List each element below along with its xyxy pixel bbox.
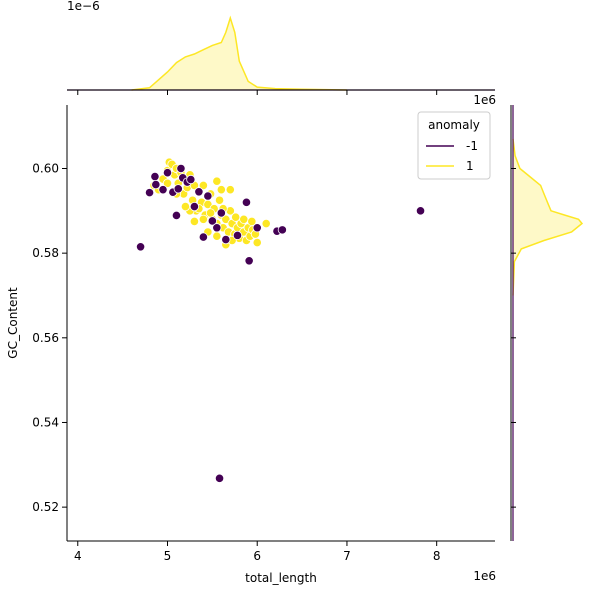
anomaly-point <box>176 163 186 174</box>
marginal-x-ticks <box>77 90 438 95</box>
scatter-points <box>135 157 426 483</box>
anomaly-point <box>198 232 208 242</box>
y-tick-label: 0.52 <box>32 500 59 514</box>
anomaly-point <box>415 206 426 216</box>
x-axis-label: total_length <box>245 571 317 585</box>
anomaly-point <box>207 216 217 226</box>
marginal-y-density-line <box>512 138 584 296</box>
anomaly-point <box>241 197 252 207</box>
normal-point <box>247 216 257 227</box>
y-tick-label: 0.56 <box>32 331 59 345</box>
normal-point <box>212 231 222 241</box>
normal-point <box>231 212 241 222</box>
anomaly-point <box>203 191 213 201</box>
anomaly-point <box>194 187 204 197</box>
anomaly-point <box>144 188 155 198</box>
marginal-x-scale-label: 1e−6 <box>67 0 100 13</box>
normal-point <box>162 178 173 188</box>
x-tick-label: 8 <box>433 549 441 563</box>
normal-point <box>252 237 262 248</box>
anomaly-point <box>171 210 182 221</box>
anomaly-point <box>173 184 183 194</box>
marginal-x-plot: 1e−6 <box>67 0 495 91</box>
x-tick-label: 4 <box>74 549 82 563</box>
anomaly-point <box>232 230 243 240</box>
legend-label-neg1: -1 <box>466 139 478 153</box>
y-axis-ticks: 0.52 0.54 0.56 0.58 0.60 <box>32 161 67 514</box>
anomaly-point <box>212 223 222 233</box>
normal-point <box>198 214 208 224</box>
marginal-y-ticks <box>511 167 516 508</box>
x-tick-label: 5 <box>164 549 172 563</box>
normal-point <box>216 185 226 195</box>
legend-label-pos1: 1 <box>466 159 474 173</box>
anomaly-point <box>135 242 146 252</box>
anomaly-point <box>221 235 231 245</box>
marginal-y-plot: 1e6 <box>473 93 584 541</box>
anomaly-point <box>189 201 200 212</box>
normal-point <box>180 201 191 212</box>
normal-point <box>214 195 225 205</box>
anomaly-point <box>252 223 262 233</box>
marginal-y-density-fill <box>513 138 582 296</box>
normal-point <box>189 216 200 227</box>
y-axis-label: GC_Content <box>6 287 20 359</box>
marginal-x-density-fill <box>131 18 347 90</box>
anomaly-point <box>244 256 254 266</box>
anomaly-point <box>186 174 196 185</box>
anomaly-point <box>150 171 160 182</box>
normal-point <box>221 214 231 224</box>
anomaly-point <box>151 179 161 190</box>
marginal-y-scale-label: 1e6 <box>473 93 496 107</box>
normal-point <box>225 185 235 195</box>
normal-point <box>205 208 216 218</box>
anomaly-point <box>162 168 173 178</box>
y-tick-label: 0.60 <box>32 161 59 175</box>
normal-point <box>198 180 208 191</box>
normal-point <box>261 218 271 229</box>
y-tick-label: 0.58 <box>32 246 59 260</box>
marginal-x-density-line <box>131 15 347 91</box>
anomaly-point <box>277 225 287 235</box>
x-tick-label: 6 <box>253 549 261 563</box>
x-axis-ticks: 4 5 6 7 8 <box>74 541 441 563</box>
x-scale-label: 1e6 <box>473 569 496 583</box>
y-tick-label: 0.54 <box>32 415 59 429</box>
anomaly-point <box>158 185 168 195</box>
legend: anomaly -1 1 <box>417 111 491 180</box>
normal-point <box>212 176 222 186</box>
anomaly-point <box>216 208 226 218</box>
anomaly-point <box>214 473 225 483</box>
x-tick-label: 7 <box>343 549 351 563</box>
normal-point <box>239 214 249 224</box>
legend-title: anomaly <box>428 118 480 132</box>
